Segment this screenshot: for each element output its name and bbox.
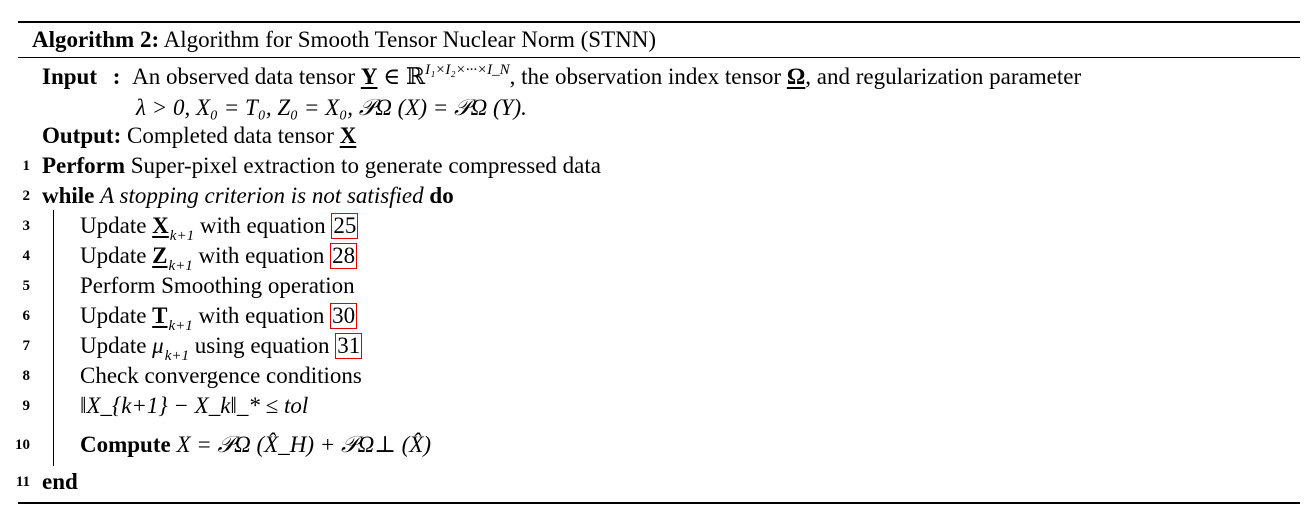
step-keyword: while: [42, 183, 95, 208]
bottom-rule: [18, 502, 1300, 504]
step-number: 9: [22, 398, 31, 414]
step-formula: X = 𝒫Ω (X̂_H) + 𝒫Ω⊥ (X̂): [176, 432, 431, 457]
input-in-r: ∈ ℝ: [383, 64, 426, 89]
output-key: Output:: [42, 123, 122, 148]
step-suffix: with equation: [198, 243, 325, 268]
step-number: 10: [15, 437, 30, 453]
step-keyword-do: do: [429, 183, 454, 208]
step-line: 2 while A stopping criterion is not sati…: [0, 181, 1300, 211]
input-text-b: , the observation index tensor: [509, 64, 782, 89]
algorithm-label: Algorithm 2:: [32, 27, 160, 52]
step-body: Super-pixel extraction to generate compr…: [130, 153, 601, 178]
step-number: 2: [22, 188, 31, 204]
step-keyword: Compute: [80, 432, 171, 457]
step-text: Update Xk+1 with equation 25: [80, 211, 359, 244]
step-number: 1: [22, 158, 31, 174]
input-symbol-y: Y: [360, 64, 378, 89]
step-sub: k+1: [164, 348, 189, 364]
step-text: Check convergence conditions: [80, 363, 362, 388]
step-line: 11 end: [0, 467, 1300, 497]
equation-link[interactable]: 31: [335, 333, 363, 359]
step-number: 7: [22, 338, 31, 354]
step-text: Update Zk+1 with equation 28: [80, 241, 358, 274]
step-keyword: end: [42, 469, 78, 494]
step-prefix: Update: [80, 303, 147, 328]
input-key: Input: [42, 64, 97, 89]
step-text: Compute X = 𝒫Ω (X̂_H) + 𝒫Ω⊥ (X̂): [80, 430, 431, 460]
equation-link[interactable]: 25: [331, 213, 359, 239]
step-sub: k+1: [168, 258, 193, 274]
step-number: 5: [22, 278, 31, 294]
step-number: 8: [22, 368, 31, 384]
step-sub: k+1: [168, 318, 193, 334]
output-text: Completed data tensor: [127, 123, 334, 148]
step-var: T: [152, 303, 168, 328]
step-suffix: using equation: [194, 333, 330, 358]
step-prefix: Update: [80, 213, 147, 238]
algorithm-title: Algorithm for Smooth Tensor Nuclear Norm…: [163, 27, 656, 52]
step-line: 4 Update Zk+1 with equation 28: [0, 241, 1300, 274]
step-var: X: [152, 213, 169, 238]
step-number: 6: [22, 308, 31, 324]
step-var: μ: [152, 333, 164, 358]
input-colon: :: [112, 64, 121, 89]
equation-link[interactable]: 30: [330, 303, 358, 329]
input-params: λ > 0, X₀ = T₀, Z₀ = X₀, 𝒫Ω (X) = 𝒫Ω (Y)…: [136, 95, 527, 120]
input-line-1: Input : An observed data tensor Y ∈ ℝI₁×…: [42, 62, 1082, 94]
input-dims: I₁×I₂×···×I_N: [425, 62, 510, 78]
step-prefix: Update: [80, 243, 147, 268]
algorithm-caption: Algorithm 2: Algorithm for Smooth Tensor…: [32, 26, 656, 54]
output-symbol: X: [339, 123, 357, 148]
step-number: 11: [15, 474, 30, 490]
step-text: Perform Super-pixel extraction to genera…: [42, 151, 601, 181]
step-text: Update Tk+1 with equation 30: [80, 301, 358, 334]
input-symbol-omega: Ω: [786, 64, 806, 89]
step-keyword: Perform: [42, 153, 125, 178]
step-line: 7 Update μk+1 using equation 31: [0, 331, 1300, 364]
step-condition: A stopping criterion is not satisfied: [100, 183, 424, 208]
equation-link[interactable]: 28: [330, 243, 358, 269]
step-line: 3 Update Xk+1 with equation 25: [0, 211, 1300, 244]
step-prefix: Update: [80, 333, 147, 358]
step-line: 6 Update Tk+1 with equation 30: [0, 301, 1300, 334]
step-number: 4: [22, 248, 31, 264]
input-text-a: An observed data tensor: [132, 64, 356, 89]
step-formula: ‖X_{k+1} − X_k‖_* ≤ tol: [80, 393, 309, 418]
step-line: 8 Check convergence conditions: [0, 361, 1300, 391]
step-number: 3: [22, 218, 31, 234]
step-line: 1 Perform Super-pixel extraction to gene…: [0, 151, 1300, 181]
step-text: while A stopping criterion is not satisf…: [42, 181, 454, 211]
step-text: Perform Smoothing operation: [80, 273, 355, 298]
step-text: Update μk+1 using equation 31: [80, 331, 363, 364]
caption-rule: [18, 57, 1300, 58]
step-line: 9 ‖X_{k+1} − X_k‖_* ≤ tol: [0, 391, 1300, 421]
top-rule: [18, 21, 1300, 23]
output-line: Output: Completed data tensor X: [42, 122, 356, 150]
step-suffix: with equation: [198, 303, 325, 328]
step-suffix: with equation: [199, 213, 326, 238]
step-line: 5 Perform Smoothing operation: [0, 271, 1300, 301]
input-line-2: λ > 0, X₀ = T₀, Z₀ = X₀, 𝒫Ω (X) = 𝒫Ω (Y)…: [136, 94, 527, 122]
step-var: Z: [152, 243, 168, 268]
step-sub: k+1: [169, 228, 195, 244]
step-line: 10 Compute X = 𝒫Ω (X̂_H) + 𝒫Ω⊥ (X̂): [0, 430, 1300, 460]
loop-body-bar: [53, 210, 54, 466]
input-text-c: , and regularization parameter: [805, 64, 1082, 89]
